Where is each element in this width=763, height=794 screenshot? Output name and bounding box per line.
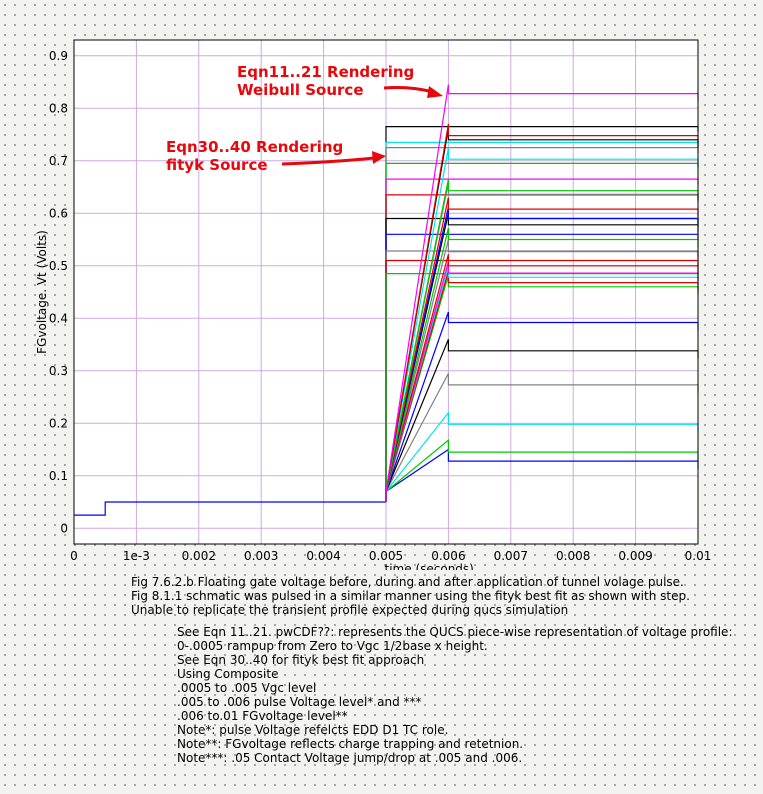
note-line: .0005 to .005 Vgc level (177, 681, 317, 695)
y-tick-label: 0.3 (49, 364, 68, 378)
transient-chart: 0 1e-3 0.002 0.003 0.004 0.005 0.006 0.007 0.008… (35, 39, 711, 570)
weibull-annotation-line2: Weibull Source (237, 81, 364, 99)
note-line: Note**: FGvoltage reflects charge trappi… (177, 737, 524, 751)
x-tick-label: 1e-3 (123, 549, 150, 563)
y-axis-label: FGvoltage. Vt (Volts) (35, 230, 49, 354)
x-tick-label: 0.006 (431, 549, 465, 563)
y-tick-label: 0.1 (49, 469, 68, 483)
x-tick-label: 0.008 (556, 549, 590, 563)
weibull-annotation-line1: Eqn11..21 Rendering (237, 63, 414, 81)
x-tick-label: 0.007 (494, 549, 528, 563)
note-line: See Eqn 30..40 for fityk best fit approa… (177, 653, 425, 667)
x-tick-label: 0.009 (618, 549, 652, 563)
plot-frame (73, 39, 699, 545)
annotations: Eqn11..21 Rendering Weibull Source Eqn30… (166, 63, 443, 174)
x-tick-label: 0 (70, 549, 78, 563)
note-line: .006 to.01 FGvoltage level** (177, 709, 348, 723)
fityk-arrowhead-icon (372, 151, 386, 164)
note-line: See Eqn 11..21. pwCDF??: represents the … (177, 625, 733, 639)
figure-caption: Fig 7.6.2.b Floating gate voltage before… (131, 575, 690, 617)
note-line: .005 to .006 pulse Voltage level* and **… (177, 695, 422, 709)
fityk-annotation-arrow (281, 156, 375, 166)
base-curve-line (74, 501, 386, 516)
y-tick-label: 0.5 (49, 259, 68, 273)
y-tick-label: 0.4 (49, 311, 68, 325)
x-tick-label: 0.005 (369, 549, 403, 563)
x-tick-label: 0.01 (685, 549, 712, 563)
y-tick-label: 0.9 (49, 49, 68, 63)
y-tick-label: 0.6 (49, 206, 68, 220)
tick-labels: 0 1e-3 0.002 0.003 0.004 0.005 0.006 0.007 0.008… (49, 49, 711, 563)
y-tick-label: 0.8 (49, 101, 68, 115)
x-tick-label: 0.003 (244, 549, 278, 563)
y-tick-label: 0.2 (49, 416, 68, 430)
equation-notes: See Eqn 11..21. pwCDF??: represents the … (177, 625, 733, 765)
x-tick-label: 0.004 (306, 549, 340, 563)
note-line: Using Composite (177, 667, 279, 681)
caption-line: Fig 7.6.2.b Floating gate voltage before… (131, 575, 684, 589)
x-axis-label: time (seconds) (385, 562, 474, 570)
fityk-annotation-line2: fityk Source (166, 156, 268, 174)
x-tick-label: 0.002 (182, 549, 216, 563)
caption-line: Fig 8.1.1 schmatic was pulsed in a simil… (131, 589, 690, 603)
y-tick-label: 0 (60, 521, 68, 535)
note-line: Note*: pulse Voltage refelcts EDD D1 TC … (177, 723, 449, 737)
caption-line: Unable to replicate the transient profil… (131, 603, 569, 617)
weibull-arrowhead-icon (427, 86, 443, 98)
note-line: 0-.0005 rampup from Zero to Vgc 1/2base … (177, 639, 488, 653)
note-line: Note***: .05 Contact Voltage jump/drop a… (177, 751, 523, 765)
fityk-annotation-line1: Eqn30..40 Rendering (166, 138, 343, 156)
y-tick-label: 0.7 (49, 154, 68, 168)
